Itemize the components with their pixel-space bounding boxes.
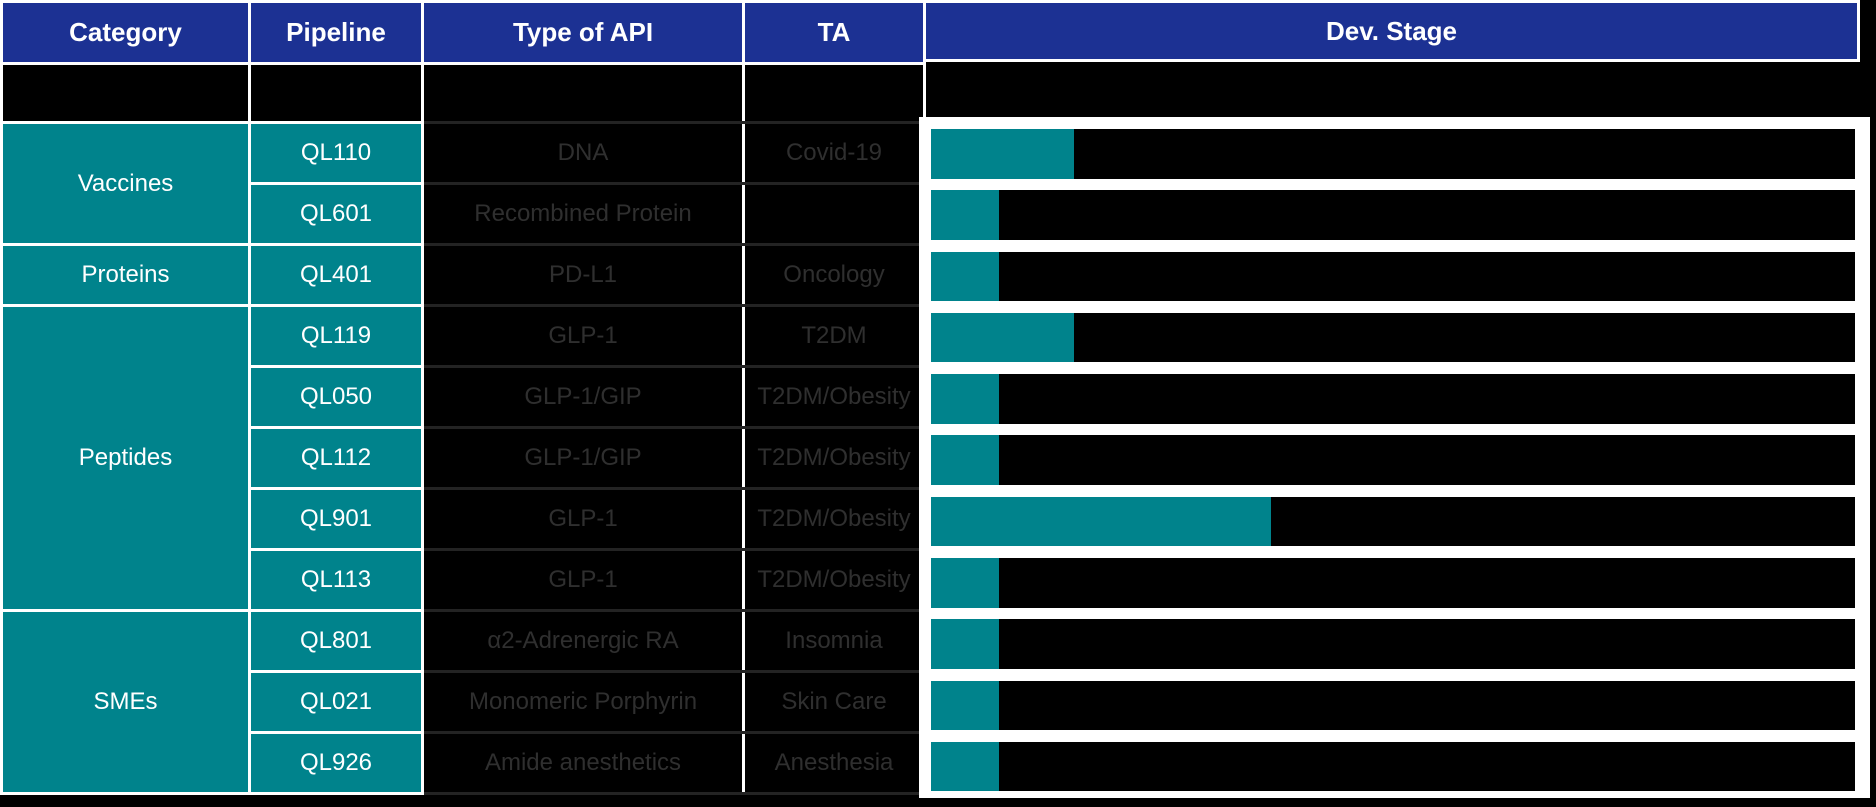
ta-cell: Covid-19 — [742, 121, 926, 185]
table-row: Vaccines QL110 DNA Covid-19 — [0, 121, 926, 246]
hidden-cell — [0, 62, 251, 124]
ta-cell: T2DM/Obesity — [742, 548, 926, 612]
dev-stage-bar-track — [931, 251, 1855, 302]
api-cell: PD-L1 — [421, 243, 745, 307]
table-row: QL050 GLP-1/GIP T2DM/Obesity — [2, 365, 926, 429]
pipeline-grid: Category Pipeline Type of API TA Vaccine… — [0, 0, 926, 795]
header-row: Category Pipeline Type of API TA — [0, 0, 926, 65]
header-category: Category — [0, 0, 251, 65]
table-row: SMEs QL801 α2-Adrenergic RA Insomnia — [0, 609, 926, 795]
ta-cell: T2DM/Obesity — [742, 487, 926, 551]
pipeline-cell: QL401 — [248, 243, 424, 307]
pipeline-cell: QL901 — [248, 487, 424, 551]
category-cell: Peptides — [0, 304, 251, 612]
table-row: QL021 Monomeric Porphyrin Skin Care — [2, 670, 926, 734]
table-row: Proteins QL401 PD-L1 Oncology — [0, 243, 926, 307]
ta-cell: T2DM/Obesity — [742, 365, 926, 429]
category-cell: SMEs — [0, 609, 251, 795]
dev-stage-bar-track — [931, 558, 1855, 608]
pipeline-cell: QL112 — [248, 426, 424, 490]
dev-stage-bar-track — [931, 435, 1855, 485]
header-ta: TA — [742, 0, 926, 65]
ta-cell: Insomnia — [742, 609, 926, 673]
pipeline-cell: QL021 — [248, 670, 424, 734]
dev-stage-bar-track — [931, 129, 1855, 179]
header-dev-stage: Dev. Stage — [923, 0, 1860, 62]
header-type-of-api: Type of API — [421, 0, 745, 65]
ta-cell: T2DM/Obesity — [742, 426, 926, 490]
dev-stage-bar-track — [931, 496, 1855, 547]
pipeline-cell: QL050 — [248, 365, 424, 429]
table-row: QL112 GLP-1/GIP T2DM/Obesity — [2, 426, 926, 490]
dev-stage-bar-fill — [931, 374, 1000, 424]
dev-stage-bar-fill — [931, 558, 1000, 608]
dev-stage-bar-track — [931, 741, 1855, 792]
dev-stage-chart-panel — [919, 117, 1870, 798]
api-cell: GLP-1 — [421, 304, 745, 368]
dev-stage-bar-track — [931, 680, 1855, 731]
table-row: QL113 GLP-1 T2DM/Obesity — [2, 548, 926, 612]
api-cell: GLP-1/GIP — [421, 365, 745, 429]
dev-stage-bar-fill — [931, 251, 1000, 302]
dev-stage-bar-fill — [931, 312, 1075, 363]
pipeline-cell: QL110 — [248, 121, 424, 185]
pipeline-cell: QL119 — [248, 304, 424, 368]
table-row: QL926 Amide anesthetics Anesthesia — [2, 731, 926, 795]
dev-stage-bar-track — [931, 619, 1855, 669]
pipeline-cell: QL926 — [248, 731, 424, 795]
pipeline-cell: QL601 — [248, 182, 424, 246]
dev-stage-bar-fill — [931, 619, 1000, 669]
ta-cell: Anesthesia — [742, 731, 926, 795]
api-cell: α2-Adrenergic RA — [421, 609, 745, 673]
api-cell: Monomeric Porphyrin — [421, 670, 745, 734]
dev-stage-bar-fill — [931, 435, 1000, 485]
dev-stage-bar-fill — [931, 496, 1272, 547]
dev-stage-bar-fill — [931, 129, 1075, 179]
ta-cell: Oncology — [742, 243, 926, 307]
category-cell: Proteins — [0, 243, 251, 307]
api-cell: GLP-1 — [421, 487, 745, 551]
hidden-cell — [742, 62, 926, 124]
api-cell: Amide anesthetics — [421, 731, 745, 795]
api-cell: Recombined Protein — [421, 182, 745, 246]
table-row: Peptides QL119 GLP-1 T2DM — [0, 304, 926, 612]
header-pipeline: Pipeline — [248, 0, 424, 65]
dev-stage-bar-track — [931, 190, 1855, 240]
hidden-cell — [248, 62, 424, 124]
table-row: QL901 GLP-1 T2DM/Obesity — [2, 487, 926, 551]
dev-stage-bar-fill — [931, 741, 1000, 792]
api-cell: DNA — [421, 121, 745, 185]
api-cell: GLP-1 — [421, 548, 745, 612]
ta-cell — [742, 182, 926, 246]
dev-stage-bar-fill — [931, 680, 1000, 731]
pipeline-cell: QL801 — [248, 609, 424, 673]
hidden-cell — [421, 62, 745, 124]
ta-cell: Skin Care — [742, 670, 926, 734]
pipeline-cell: QL113 — [248, 548, 424, 612]
dev-stage-bar-track — [931, 312, 1855, 363]
dev-stage-bar-fill — [931, 190, 1000, 240]
hidden-stage-row — [0, 62, 926, 124]
api-cell: GLP-1/GIP — [421, 426, 745, 490]
category-cell: Vaccines — [0, 121, 251, 246]
dev-stage-bar-track — [931, 374, 1855, 424]
ta-cell: T2DM — [742, 304, 926, 368]
table-row: QL601 Recombined Protein — [2, 182, 926, 246]
